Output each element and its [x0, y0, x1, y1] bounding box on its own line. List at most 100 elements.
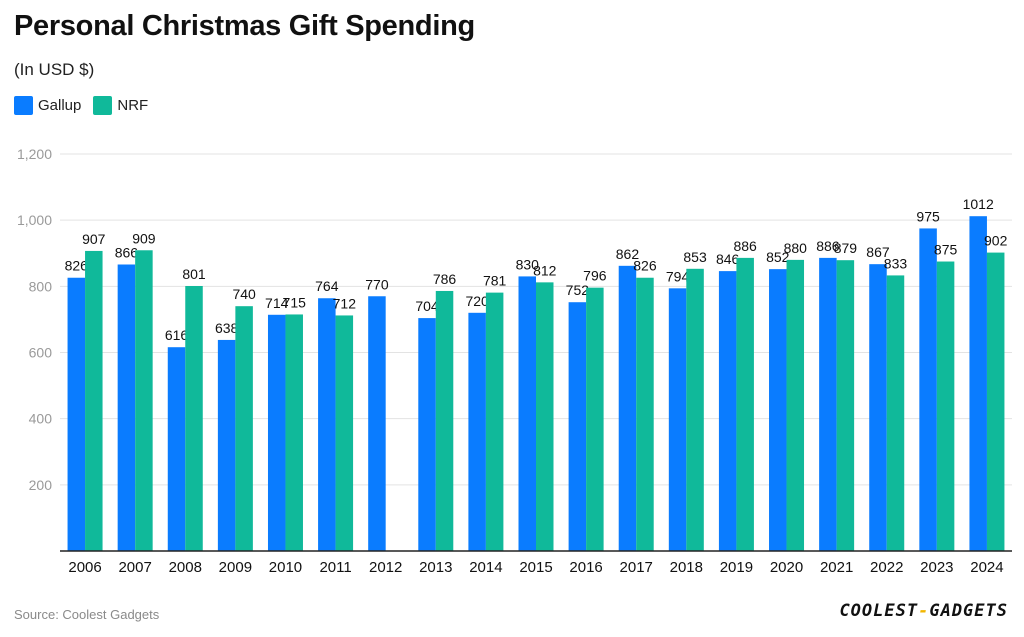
bar-nrf-2019: [736, 257, 754, 551]
bar-nrf-2023: [936, 261, 955, 551]
y-tick-label: 600: [29, 345, 53, 361]
bar-gallup-2010: [267, 314, 286, 551]
bar-gallup-2014: [468, 312, 486, 551]
bar-gallup-2011: [318, 298, 336, 551]
y-tick-label: 1,000: [17, 212, 52, 228]
bar-gallup-2012: [368, 296, 386, 551]
x-tick-label-2019: 2019: [720, 559, 753, 576]
data-label-gallup-2014: 720: [465, 293, 489, 309]
x-tick-label-2012: 2012: [369, 559, 402, 576]
bar-gallup-2020: [769, 269, 787, 551]
data-label-nrf-2011: 712: [333, 295, 357, 311]
data-label-nrf-2019: 886: [733, 238, 757, 254]
x-tick-label-2022: 2022: [870, 559, 903, 576]
data-label-nrf-2020: 880: [784, 240, 808, 256]
data-label-gallup-2017: 862: [616, 246, 640, 262]
data-label-gallup-2007: 866: [115, 244, 139, 260]
bar-nrf-2009: [235, 306, 253, 551]
data-label-gallup-2013: 704: [415, 298, 439, 314]
bar-gallup-2015: [518, 276, 536, 551]
bar-gallup-2006: [67, 277, 86, 551]
y-tick-label: 1,200: [17, 146, 52, 162]
legend-item-gallup[interactable]: Gallup: [14, 96, 81, 115]
data-label-nrf-2009: 740: [232, 286, 256, 302]
data-label-gallup-2009: 638: [215, 320, 239, 336]
legend-swatch-gallup: [14, 96, 33, 115]
bar-nrf-2021: [836, 260, 855, 551]
data-label-nrf-2007: 909: [132, 230, 156, 246]
data-label-gallup-2015: 830: [516, 256, 540, 272]
bar-gallup-2009: [217, 339, 236, 551]
data-label-gallup-2022: 867: [866, 244, 890, 260]
data-label-nrf-2023: 875: [934, 242, 958, 258]
brand-dash: -: [918, 601, 930, 621]
data-label-nrf-2013: 786: [433, 271, 457, 287]
x-tick-label-2010: 2010: [269, 559, 302, 576]
bar-nrf-2008: [185, 286, 203, 551]
data-label-gallup-2024: 1012: [963, 196, 994, 212]
bar-gallup-2007: [117, 264, 136, 551]
x-tick-label-2009: 2009: [219, 559, 252, 576]
bar-nrf-2015: [536, 282, 554, 551]
bar-gallup-2008: [167, 347, 186, 551]
bar-gallup-2022: [869, 264, 887, 551]
bar-nrf-2014: [485, 292, 504, 551]
bar-gallup-2019: [718, 271, 737, 551]
chart-legend: Gallup NRF: [14, 96, 160, 115]
data-label-nrf-2021: 879: [834, 240, 858, 256]
bar-nrf-2016: [586, 287, 604, 551]
data-label-nrf-2006: 907: [82, 231, 106, 247]
bar-nrf-2011: [335, 315, 354, 551]
data-label-gallup-2018: 794: [666, 268, 690, 284]
x-tick-label-2008: 2008: [169, 559, 202, 576]
data-label-nrf-2016: 796: [583, 268, 607, 284]
x-tick-label-2021: 2021: [820, 559, 853, 576]
x-tick-label-2023: 2023: [920, 559, 953, 576]
bar-nrf-2013: [435, 290, 454, 551]
brand-right: GADGETS: [929, 601, 1008, 621]
x-tick-label-2018: 2018: [670, 559, 703, 576]
bar-nrf-2007: [135, 250, 153, 551]
bar-gallup-2023: [919, 228, 937, 551]
data-label-gallup-2010: 714: [265, 295, 289, 311]
bar-gallup-2016: [568, 302, 587, 551]
legend-label-gallup: Gallup: [38, 97, 82, 114]
legend-item-nrf[interactable]: NRF: [93, 96, 148, 115]
bar-gallup-2024: [969, 216, 987, 552]
data-label-gallup-2016: 752: [566, 282, 590, 298]
bar-nrf-2010: [285, 314, 303, 551]
x-tick-label-2016: 2016: [569, 559, 602, 576]
x-tick-label-2013: 2013: [419, 559, 452, 576]
x-tick-label-2006: 2006: [68, 559, 101, 576]
data-label-gallup-2006: 826: [65, 258, 89, 274]
data-label-gallup-2008: 616: [165, 327, 189, 343]
y-tick-label: 200: [29, 477, 53, 493]
brand-left: COOLEST: [839, 601, 919, 621]
x-tick-label-2011: 2011: [319, 559, 351, 576]
data-label-gallup-2012: 770: [365, 276, 389, 292]
data-label-nrf-2008: 801: [182, 266, 206, 282]
bar-nrf-2017: [636, 277, 654, 551]
bar-nrf-2006: [85, 250, 103, 551]
data-label-gallup-2023: 975: [916, 208, 940, 224]
source-note: Source: Coolest Gadgets: [14, 607, 160, 622]
data-label-nrf-2014: 781: [483, 273, 507, 289]
brand-logo: COOLEST-GADGETS: [839, 601, 1008, 621]
bar-gallup-2021: [819, 257, 837, 551]
bar-nrf-2018: [686, 268, 704, 551]
bar-nrf-2022: [886, 275, 905, 551]
bar-gallup-2017: [618, 265, 637, 551]
data-label-nrf-2022: 833: [884, 255, 908, 271]
chart-title: Personal Christmas Gift Spending: [14, 10, 475, 42]
data-label-nrf-2018: 853: [683, 249, 707, 265]
legend-swatch-nrf: [93, 96, 113, 115]
x-tick-label-2020: 2020: [770, 559, 803, 576]
x-tick-label-2007: 2007: [118, 559, 151, 576]
bar-nrf-2024: [986, 252, 1005, 552]
bar-nrf-2020: [786, 259, 805, 551]
bar-gallup-2013: [418, 318, 436, 551]
bar-gallup-2018: [668, 288, 687, 551]
x-tick-label-2014: 2014: [469, 559, 502, 576]
chart-subtitle: (In USD $): [14, 60, 95, 79]
